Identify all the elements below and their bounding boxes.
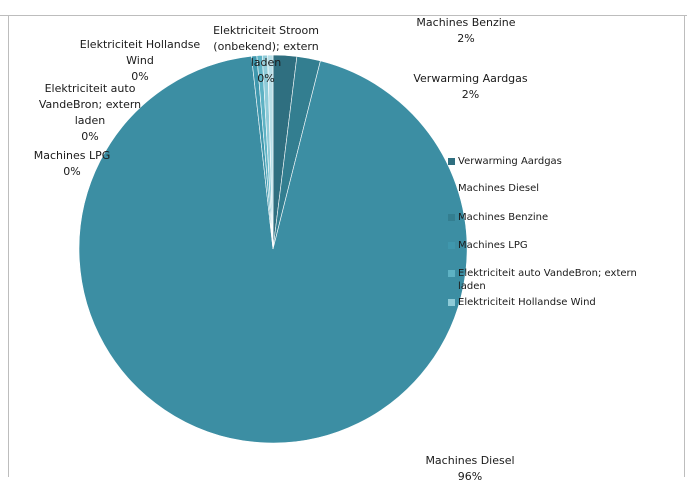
legend-label: Machines Diesel [458,183,540,194]
legend-label: Elektriciteit Hollandse Wind [458,297,596,308]
data-label-name: Elektriciteit Stroom (onbekend); extern … [213,24,319,69]
data-label-value: 2% [461,88,480,101]
pie-slices [78,54,468,444]
chart-frame-right [684,15,685,477]
data-label-verwarming-aardgas: Verwarming Aardgas 2% [408,71,533,103]
data-label-name: Verwarming Aardgas [413,72,528,85]
data-label-name: Elektriciteit auto VandeBron; extern lad… [38,82,142,127]
data-label-name: Machines Benzine [416,16,516,29]
legend-swatch [448,299,455,306]
data-label-elektriciteit-stroom: Elektriciteit Stroom (onbekend); extern … [205,23,327,87]
legend-label: Machines Benzine [458,212,549,223]
data-label-elektriciteit-hollandse-wind: Elektriciteit Hollandse Wind 0% [77,37,203,85]
legend-item: Elektriciteit Hollandse Wind [448,296,643,309]
legend-swatch [448,214,455,221]
legend-item: Elektriciteit auto VandeBron; extern lad… [448,267,643,293]
data-label-value: 96% [457,470,483,483]
chart-frame-top [0,15,687,16]
data-label-value: 0% [257,72,275,85]
data-label-value: 0% [63,165,81,178]
pie-slice-elektriciteit-stroom-onbekend-extern-laden [267,54,274,250]
data-label-machines-benzine: Machines Benzine 2% [406,15,526,47]
legend-swatch [448,242,455,249]
legend-label: Elektriciteit auto VandeBron; extern lad… [458,268,637,292]
data-label-machines-lpg: Machines LPG 0% [22,148,122,180]
legend-label: Machines LPG [458,240,528,251]
data-label-value: 0% [131,70,149,83]
data-label-value: 2% [457,32,475,45]
legend-item: Machines Diesel [448,182,643,195]
data-label-value: 0% [81,130,99,143]
data-label-machines-diesel: Machines Diesel 96% [410,453,530,485]
legend-item: Machines LPG [448,239,643,252]
pie-slice-machines-diesel [78,55,468,444]
data-label-name: Machines LPG [33,149,111,162]
legend-swatch [448,158,455,165]
legend-label: Verwarming Aardgas [458,156,562,167]
data-label-name: Elektriciteit Hollandse Wind [79,38,201,67]
data-label-name: Machines Diesel [425,454,515,467]
legend-item: Verwarming Aardgas [448,155,643,168]
legend-swatch [448,270,455,277]
data-label-elektriciteit-auto-vandebron: Elektriciteit auto VandeBron; extern lad… [30,81,150,145]
chart-frame-left [8,15,9,477]
legend-item: Machines Benzine [448,211,643,224]
legend-swatch [448,185,455,192]
